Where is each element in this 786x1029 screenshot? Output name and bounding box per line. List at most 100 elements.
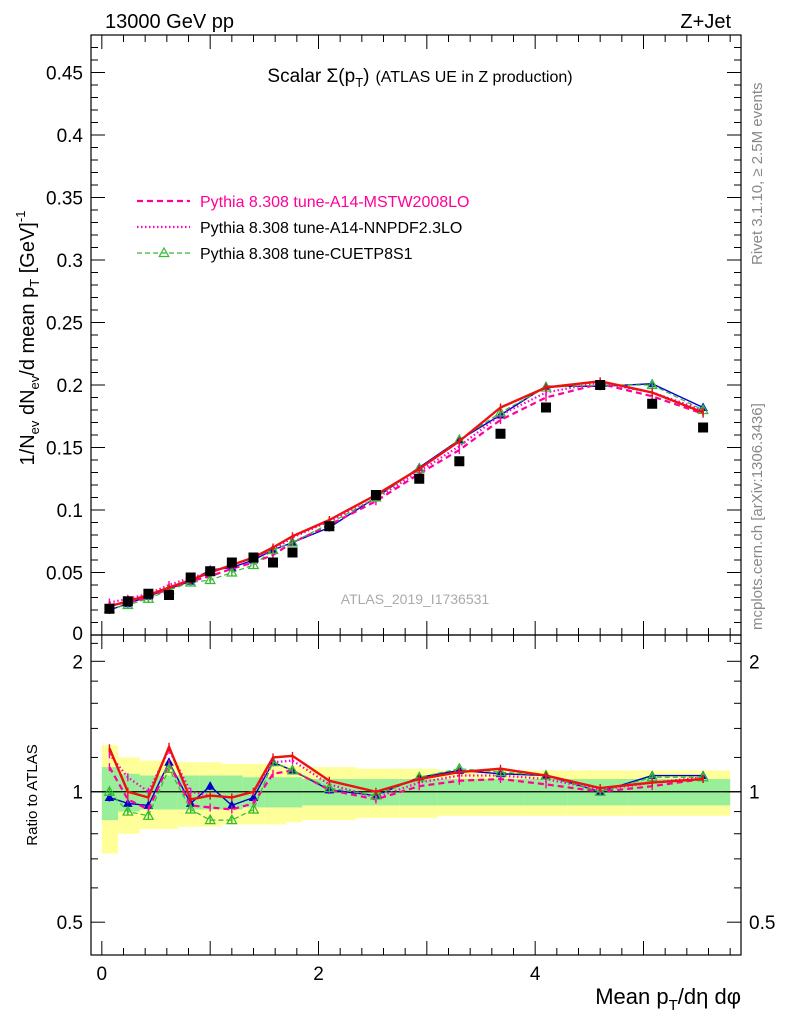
- rivet-version-label: Rivet 3.1.10, ≥ 2.5M events: [749, 83, 766, 266]
- plot-title-close: ): [363, 66, 369, 87]
- main-y-tick-label: 0.2: [57, 376, 83, 397]
- ratio-marker-3-0: [103, 785, 116, 796]
- main-marker-3-7: [247, 558, 260, 570]
- main-panel-frame: [90, 34, 742, 636]
- data-point-1: [122, 596, 133, 607]
- main-y-tick-label: 0.25: [46, 314, 83, 335]
- ratio-marker-3-6: [226, 813, 238, 825]
- main-y-tick-label: 0.35: [46, 189, 83, 210]
- process-label: Z+Jet: [680, 11, 731, 33]
- plot-title-subscript: T: [355, 75, 363, 90]
- ratio-y-tick-label: 0.5: [57, 913, 83, 934]
- main-y-tick-label: 0.05: [46, 564, 83, 585]
- ratio-panel-frame: [90, 634, 742, 956]
- ratio-y-tick-label: 2: [72, 652, 83, 673]
- data-point-3: [164, 590, 174, 600]
- plot-title-sigma: Σ(p: [327, 66, 356, 87]
- main-y-tick-label: 0.4: [57, 126, 84, 147]
- ylabel-part-4: /d mean p: [17, 287, 39, 376]
- ylabel-part-5: T: [27, 279, 42, 287]
- main-data-points: [104, 380, 709, 614]
- axes-layer: 0.05 0.1 0.15 0.2 0.25 0.3 0.35 0.4 0.45 0 0.5 0.5 1…: [46, 34, 775, 985]
- ratio-marker-0-5: [205, 781, 215, 790]
- main-series-line-1: [109, 382, 704, 607]
- plot-title-main: Scalar: [267, 66, 326, 87]
- ratio-y-tick-label-right: 1: [749, 783, 760, 804]
- main-y-axis-label: 1/Nev dNev/d mean pT [GeV]-1: [13, 211, 42, 466]
- ratio-marker-3-10: [323, 781, 336, 793]
- ylabel-part-0: 1/N: [17, 434, 39, 465]
- ratio-marker-3-7: [247, 803, 260, 814]
- data-point-2: [143, 588, 154, 599]
- x-tick-label: 0: [97, 964, 108, 985]
- ratio-y-tick-label: 1: [72, 783, 83, 804]
- xlabel-part-0: Mean p: [595, 984, 668, 1009]
- ratio-marker-3-3: [163, 762, 175, 773]
- main-marker-3-9: [286, 536, 299, 547]
- data-point-16: [595, 380, 606, 390]
- data-point-7: [248, 552, 259, 563]
- ratio-marker-3-16: [594, 785, 606, 796]
- ylabel-part-1: ev: [27, 420, 42, 434]
- x-axis-label: Mean pT/dη dφ: [595, 984, 741, 1014]
- ratio-marker-3-11: [370, 789, 382, 800]
- ratio-marker-3-4: [184, 803, 197, 814]
- data-point-8: [268, 557, 278, 568]
- ratio-marker-3-5: [204, 813, 216, 825]
- xlabel-part-1: T: [669, 997, 678, 1014]
- ratio-marker-3-14: [494, 765, 507, 777]
- ylabel-part-6: [GeV]: [17, 222, 39, 279]
- ratio-marker-0-6: [227, 800, 237, 809]
- data-point-5: [205, 566, 216, 577]
- ylabel-part-2: dN: [17, 389, 39, 420]
- ratio-series-layer: [103, 742, 709, 825]
- ratio-y-tick-label-right: 0.5: [749, 913, 775, 934]
- main-y-tick-label: 0.1: [57, 501, 83, 522]
- legend-label-2: Pythia 8.308 tune-CUETP8S1: [200, 246, 413, 263]
- ratio-marker-3-1: [122, 805, 134, 816]
- ratio-marker-3-2: [142, 809, 155, 820]
- data-point-10: [324, 521, 335, 532]
- data-point-14: [495, 428, 506, 439]
- mcplots-label: mcplots.cern.ch [arXiv:1306.3436]: [749, 403, 766, 630]
- band-inner-3: [161, 775, 178, 810]
- plot-title: Scalar Σ(pT) (ATLAS UE in Z production): [267, 66, 572, 90]
- ratio-marker-3-9: [286, 764, 299, 775]
- legend-label-1: Pythia 8.308 tune-A14-NNPDF2.3LO: [200, 220, 462, 237]
- data-point-11: [370, 490, 381, 500]
- data-point-4: [185, 572, 196, 583]
- legend: Pythia 8.308 tune-A14-MSTW2008LO Pythia 8…: [137, 194, 469, 263]
- main-marker-3-14: [494, 406, 507, 417]
- data-point-12: [414, 473, 425, 484]
- ratio-y-tick-label-right: 2: [749, 652, 760, 673]
- data-point-6: [226, 557, 237, 568]
- x-tick-label: 2: [313, 964, 324, 985]
- ylabel-part-3: ev: [27, 375, 42, 389]
- main-y-zero-label: 0: [72, 624, 83, 645]
- ratio-marker-0-0: [104, 792, 115, 801]
- ylabel-part-7: -1: [13, 211, 28, 223]
- data-point-9: [287, 547, 298, 558]
- main-y-tick-label: 0.15: [46, 439, 83, 460]
- plot-title-rest: (ATLAS UE in Z production): [375, 69, 572, 86]
- data-point-15: [541, 402, 551, 413]
- data-point-17: [647, 398, 658, 409]
- x-tick-label: 4: [530, 964, 541, 985]
- analysis-id-label: ATLAS_2019_I1736531: [341, 591, 490, 607]
- main-series-line-2: [109, 381, 704, 604]
- legend-label-0: Pythia 8.308 tune-A14-MSTW2008LO: [200, 194, 469, 211]
- main-y-tick-label: 0.3: [57, 251, 83, 272]
- main-marker-3-5: [204, 573, 216, 585]
- legend-marker-2: [158, 246, 170, 258]
- data-point-0: [104, 603, 115, 614]
- ratio-marker-0-7: [248, 792, 259, 801]
- band-inner-8: [264, 777, 286, 808]
- data-point-13: [454, 456, 465, 467]
- band-inner-9: [286, 777, 303, 808]
- main-marker-3-6: [226, 566, 238, 577]
- data-point-18: [698, 422, 709, 433]
- main-y-tick-label: 0.45: [46, 64, 83, 85]
- main-series-line-4: [109, 380, 704, 608]
